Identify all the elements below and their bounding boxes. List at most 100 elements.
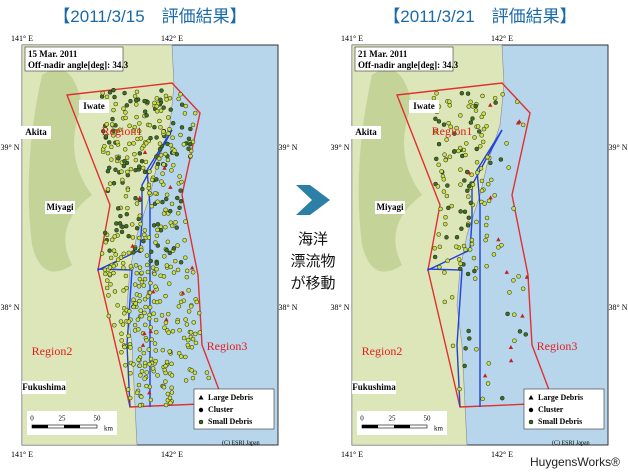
debris-dot	[188, 126, 193, 132]
debris-dot	[187, 141, 193, 147]
debris-dot	[506, 165, 511, 170]
debris-dot	[479, 188, 485, 193]
date-box	[354, 46, 454, 72]
map-label: (C) ESRI Japan	[222, 439, 260, 446]
map-label: Cluster	[208, 405, 234, 414]
debris-dot	[134, 89, 140, 95]
debris-dot	[114, 221, 119, 226]
debris-dot	[466, 215, 472, 221]
debris-dot	[107, 90, 113, 95]
debris-dot	[111, 270, 116, 276]
map-label: 39° N	[279, 143, 298, 152]
debris-dot	[109, 157, 114, 162]
debris-dot	[167, 281, 172, 286]
debris-dot	[148, 135, 153, 141]
debris-dot	[111, 133, 116, 138]
debris-dot	[111, 87, 116, 93]
debris-dot	[105, 150, 111, 156]
debris-dot	[148, 356, 154, 362]
debris-dot	[142, 296, 148, 302]
debris-dot	[436, 232, 441, 237]
large-debris	[508, 358, 514, 363]
debris-dot	[454, 125, 459, 131]
map-label: 38° N	[1, 303, 20, 312]
debris-dot	[137, 151, 143, 156]
debris-dot	[155, 199, 160, 205]
debris-dot	[137, 293, 143, 298]
debris-dot	[433, 116, 438, 122]
debris-dot	[154, 261, 160, 266]
map-label: Region3	[537, 339, 578, 353]
debris-dot	[119, 169, 124, 174]
debris-dot	[136, 128, 142, 134]
debris-dot	[112, 322, 117, 328]
debris-dot	[468, 99, 473, 105]
debris-dot	[140, 186, 145, 192]
debris-dot	[452, 149, 457, 154]
debris-dot	[183, 378, 189, 383]
debris-dot	[178, 132, 183, 138]
debris-dot	[149, 203, 155, 209]
map-label: 50	[424, 415, 432, 423]
debris-dot	[154, 233, 160, 239]
debris-dot	[462, 178, 467, 183]
debris-dot	[135, 317, 141, 322]
debris-dot	[111, 263, 117, 269]
debris-dot	[465, 271, 471, 277]
debris-dot	[444, 193, 450, 199]
debris-dot	[444, 235, 449, 240]
debris-dot	[123, 363, 128, 368]
debris-dot	[186, 136, 192, 142]
debris-dot	[133, 301, 138, 306]
debris-dot	[434, 91, 439, 96]
debris-dot	[176, 96, 181, 102]
map-label: 39° N	[609, 143, 628, 152]
debris-dot	[484, 215, 490, 221]
debris-dot	[153, 348, 159, 353]
debris-dot	[436, 141, 442, 147]
map-title: 【2011/3/21 評価結果】	[383, 7, 576, 26]
map-label: Large Debris	[538, 393, 583, 402]
scale-bg	[357, 411, 447, 435]
debris-dot	[192, 370, 198, 376]
map-label: Region3	[207, 339, 248, 353]
debris-dot	[103, 271, 108, 277]
debris-dot	[437, 244, 443, 250]
map-label: km	[104, 425, 114, 433]
debris-dot	[130, 235, 136, 240]
debris-dot	[520, 122, 526, 128]
debris-dot	[168, 264, 174, 270]
debris-dot	[483, 222, 489, 228]
debris-dot	[447, 99, 452, 104]
debris-dot	[139, 394, 144, 400]
debris-dot	[467, 336, 472, 341]
debris-dot	[183, 354, 188, 360]
debris-dot	[108, 282, 113, 287]
debris-dot	[488, 160, 493, 166]
map-label: Off-nadir angle[deg]: 34.3	[28, 60, 129, 70]
debris-dot	[446, 120, 451, 126]
debris-dot	[172, 148, 177, 153]
debris-dot	[126, 333, 131, 339]
debris-dot	[100, 90, 105, 96]
label-box	[409, 100, 439, 113]
debris-dot	[153, 358, 158, 364]
debris-dot	[164, 359, 170, 365]
debris-dot	[164, 192, 170, 198]
debris-dot	[179, 125, 185, 130]
debris-dot	[473, 108, 479, 113]
debris-dot	[136, 235, 142, 241]
debris-dot	[190, 336, 196, 342]
date-box	[24, 46, 124, 72]
debris-dot	[171, 246, 177, 251]
debris-dot	[437, 264, 442, 270]
debris-dot	[123, 193, 129, 199]
debris-dot	[137, 403, 143, 408]
debris-dot	[474, 347, 479, 352]
debris-dot	[511, 278, 516, 283]
debris-dot	[514, 99, 520, 104]
debris-dot	[175, 243, 180, 248]
debris-dot	[147, 190, 152, 196]
debris-dot	[170, 135, 175, 140]
